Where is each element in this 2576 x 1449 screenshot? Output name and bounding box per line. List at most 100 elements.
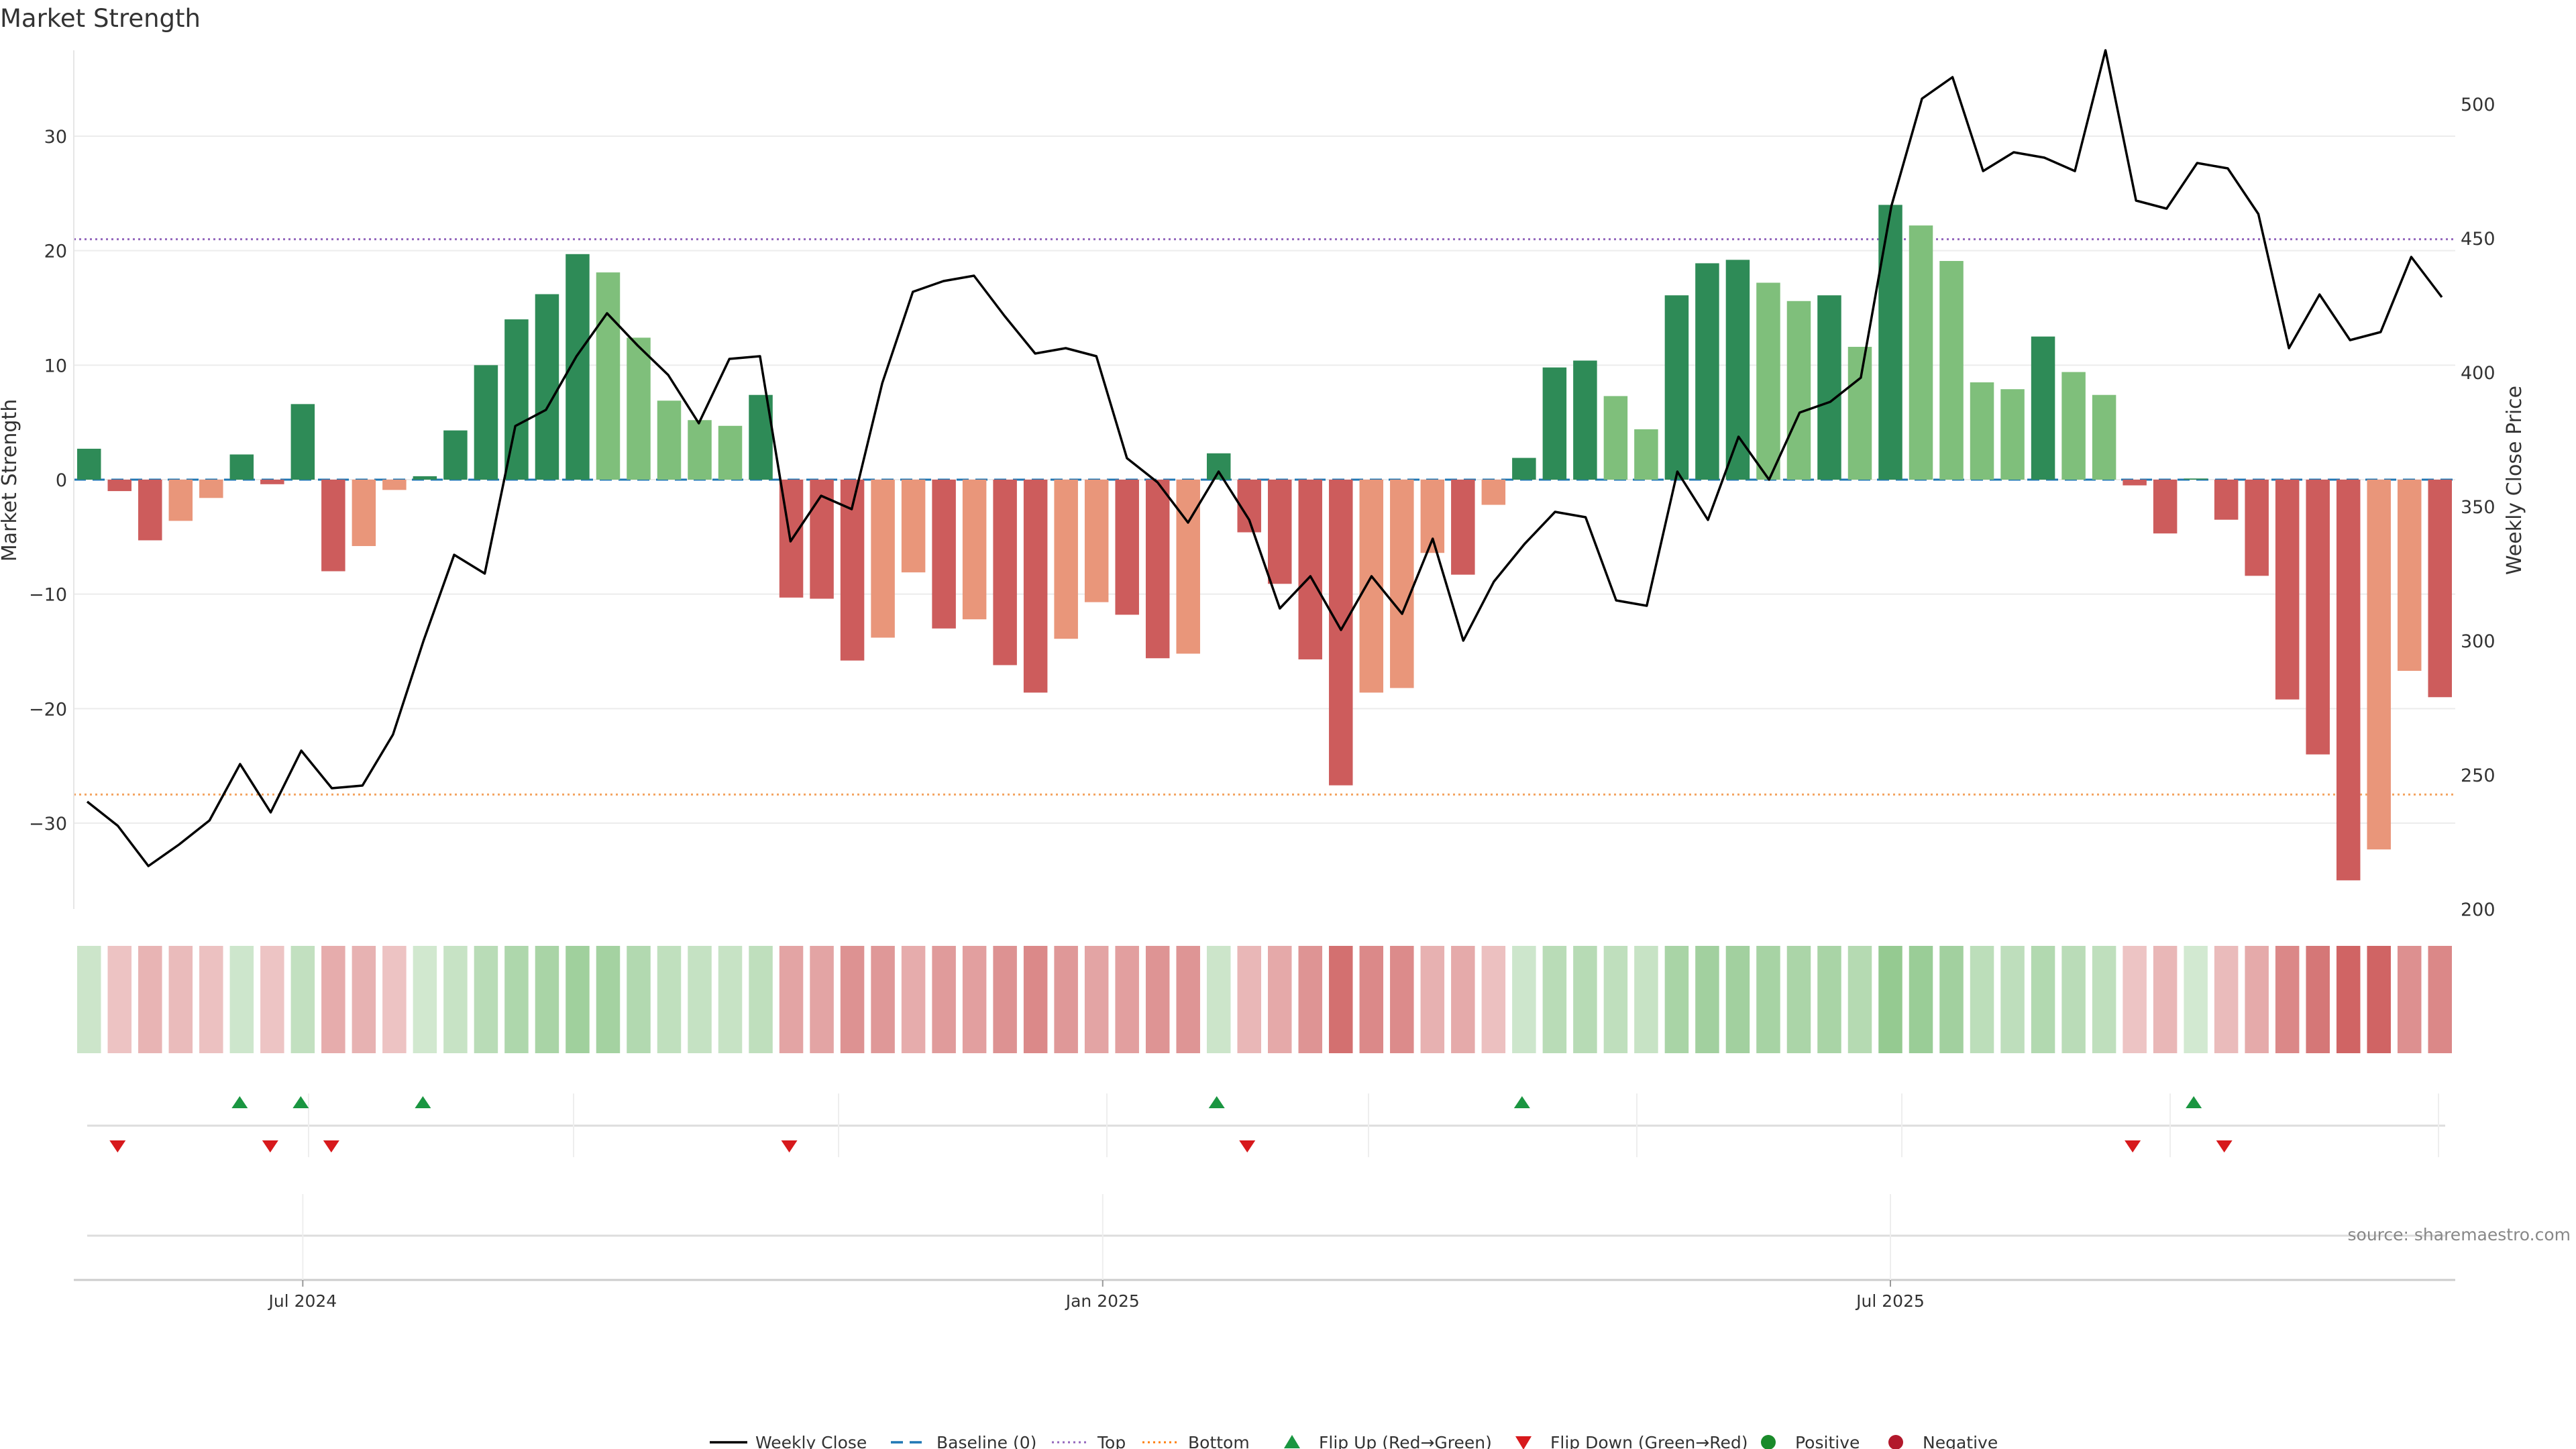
strength-bar: [871, 480, 895, 638]
flip-up-marker: [231, 1096, 248, 1108]
heat-cell: [2397, 946, 2422, 1053]
strength-bar: [1084, 480, 1109, 602]
heat-cell: [1054, 946, 1078, 1053]
strength-bar: [2184, 478, 2208, 480]
heat-cell: [1817, 946, 1841, 1053]
heat-cell: [1664, 946, 1689, 1053]
strength-bar: [596, 272, 621, 480]
heat-cell: [779, 946, 804, 1053]
heat-cell: [1695, 946, 1719, 1053]
heat-cell: [1512, 946, 1536, 1053]
legend: Weekly Close Baseline (0) Top Bottom Flip Up…: [710, 1433, 1998, 1449]
heat-cell: [290, 946, 315, 1053]
strength-bar: [1451, 480, 1475, 575]
heat-cell: [1878, 946, 1902, 1053]
heat-cell: [627, 946, 651, 1053]
strength-bar: [810, 480, 834, 599]
strength-bar: [901, 480, 926, 573]
heat-cell: [1359, 946, 1384, 1053]
heat-cell: [1847, 946, 1872, 1053]
heat-cell: [1725, 946, 1750, 1053]
strength-bar: [260, 480, 284, 484]
heat-cell: [718, 946, 743, 1053]
heat-cell: [993, 946, 1017, 1053]
heat-cell: [566, 946, 590, 1053]
strength-bar: [168, 480, 193, 521]
legend-item: Negative: [1888, 1433, 1998, 1449]
strength-bar: [688, 420, 712, 480]
x-tick-label: Jul 2024: [267, 1291, 337, 1311]
strength-bar: [1756, 282, 1780, 480]
flip-down-marker: [781, 1140, 798, 1152]
strength-bar: [290, 404, 315, 480]
flip-up-marker: [2186, 1096, 2202, 1108]
heat-cell: [1939, 946, 1964, 1053]
heat-cell: [168, 946, 193, 1053]
strength-bar: [2153, 480, 2178, 534]
heat-cell: [1970, 946, 1994, 1053]
strength-bar: [2306, 480, 2330, 755]
strength-bar: [535, 294, 559, 480]
strength-bar: [718, 425, 743, 480]
left-axis: 30 20 10 0 −10 −20 −30: [29, 50, 74, 909]
flip-down-marker: [2216, 1140, 2233, 1152]
strength-bar: [1176, 480, 1200, 654]
heat-cell: [749, 946, 773, 1053]
legend-item: Positive: [1761, 1433, 1860, 1449]
strength-bar: [1909, 225, 1933, 480]
strength-bar: [2092, 394, 2116, 480]
legend-swatch-circle: [1888, 1435, 1903, 1449]
strength-bars: [77, 205, 2452, 881]
strength-bar: [321, 480, 345, 572]
left-tick-label: 0: [56, 470, 67, 491]
heat-cell: [871, 946, 895, 1053]
heat-cell: [1756, 946, 1780, 1053]
heat-cell: [443, 946, 468, 1053]
flip-up-marker: [1208, 1096, 1225, 1108]
heat-cell: [199, 946, 223, 1053]
strength-bar: [2245, 480, 2269, 576]
heat-cell: [2336, 946, 2361, 1053]
strength-bar: [2214, 480, 2239, 520]
heat-cell: [2428, 946, 2452, 1053]
legend-item: Baseline (0): [891, 1433, 1036, 1449]
heat-cell: [1084, 946, 1109, 1053]
heat-cell: [352, 946, 376, 1053]
heat-cell: [504, 946, 529, 1053]
x-tick-label: Jan 2025: [1065, 1291, 1140, 1311]
heat-cell: [2031, 946, 2055, 1053]
legend-item: Top: [1052, 1433, 1126, 1449]
strength-bar: [1268, 480, 1292, 584]
heat-cell: [1206, 946, 1231, 1053]
heat-cell: [2092, 946, 2116, 1053]
flip-up-marker: [415, 1096, 431, 1108]
legend-label: Baseline (0): [936, 1433, 1036, 1449]
heat-cell: [2000, 946, 2025, 1053]
strength-bar: [1847, 347, 1872, 480]
flip-down-marker: [1239, 1140, 1256, 1152]
heat-cell: [1329, 946, 1353, 1053]
strength-bar: [1817, 295, 1841, 480]
strength-bar: [2031, 336, 2055, 480]
strength-bar: [1145, 480, 1170, 659]
legend-label: Weekly Close: [755, 1433, 867, 1449]
right-tick-label: 200: [2461, 900, 2496, 920]
heat-cell: [2214, 946, 2239, 1053]
strength-bar: [1542, 367, 1567, 480]
heat-cell: [107, 946, 132, 1053]
right-tick-label: 400: [2461, 363, 2496, 384]
legend-label: Bottom: [1188, 1433, 1250, 1449]
heat-cell: [932, 946, 956, 1053]
left-tick-label: 20: [44, 241, 67, 262]
strength-bar: [2123, 480, 2147, 486]
x-axis: Jul 2024 Jan 2025 Jul 2025: [74, 1194, 2455, 1311]
source-label: source: sharemaestro.com: [2348, 1225, 2571, 1244]
legend-item: Weekly Close: [710, 1433, 867, 1449]
price-line: [86, 49, 2443, 867]
strength-bar: [1786, 301, 1811, 480]
legend-item: Flip Up (Red→Green): [1284, 1433, 1492, 1449]
strength-bar: [1206, 453, 1231, 480]
heat-cell: [2367, 946, 2391, 1053]
strength-bar: [229, 454, 254, 480]
